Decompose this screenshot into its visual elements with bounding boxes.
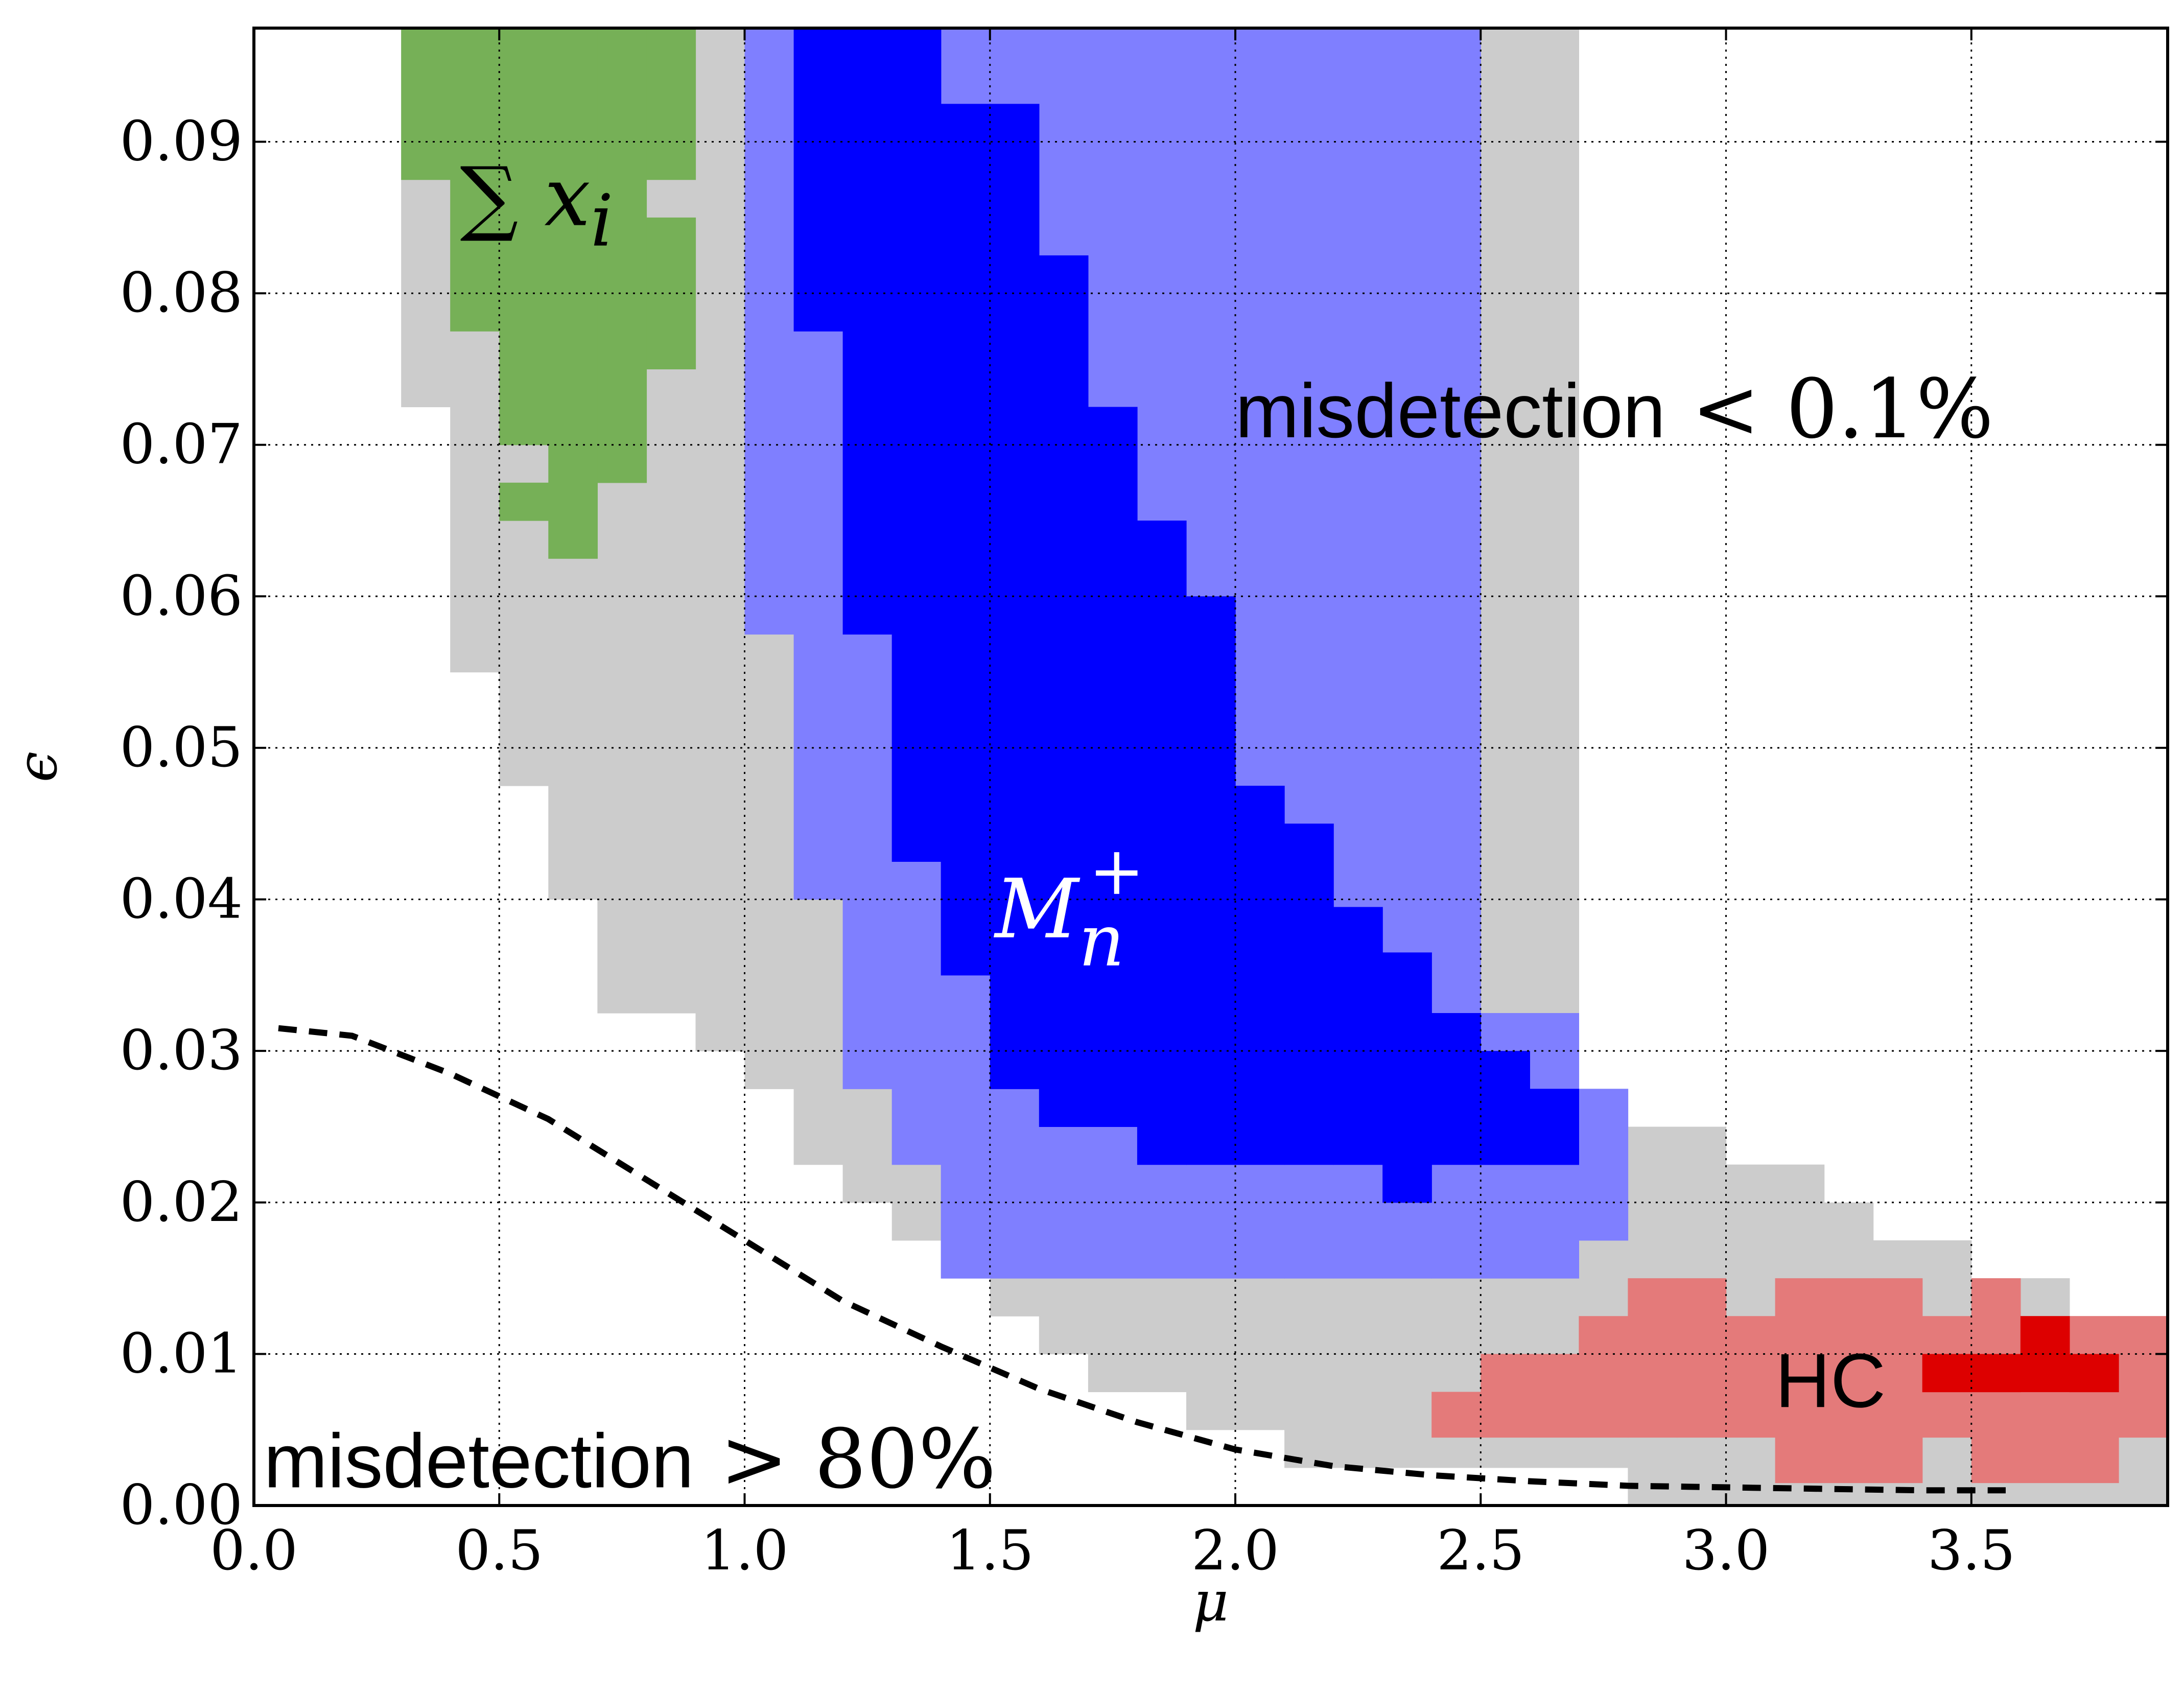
region-cell-green — [401, 28, 451, 180]
x-tick-label: 3.5 — [1928, 1519, 2015, 1583]
region-cell-green — [499, 482, 549, 521]
y-axis-label: ϵ — [6, 751, 69, 783]
region-cell-blue — [1481, 1051, 1530, 1165]
region-cell-blue — [1039, 255, 1089, 1127]
plot-frame — [252, 27, 2169, 1507]
region-cell-green — [646, 217, 696, 369]
region-cell-light-red — [2069, 1316, 2119, 1484]
region-green — [401, 28, 696, 559]
region-cell-red — [1922, 1354, 1972, 1393]
region-cell-light-red — [1873, 1278, 1923, 1484]
region-cell-light-red — [1726, 1316, 1776, 1438]
y-tick-label: 0.05 — [120, 716, 243, 780]
region-cell-light-red — [1824, 1278, 1874, 1484]
region-cell-light-red — [1481, 1354, 1530, 1438]
y-tick-label: 0.03 — [120, 1019, 243, 1083]
y-tick-label: 0.06 — [120, 564, 243, 628]
region-cell-blue — [1530, 1089, 1579, 1127]
region-cell-red — [2069, 1354, 2119, 1393]
misdetection-high-label: misdetection > 80% — [264, 1411, 996, 1507]
detection-regions — [401, 28, 2168, 1506]
region-cell-blue — [793, 28, 843, 332]
region-cell-light-red — [1628, 1278, 1678, 1438]
boundary-curve — [278, 1025, 2006, 1494]
region-cell-light-blue — [1579, 1089, 1629, 1241]
grid-lines — [254, 28, 2168, 1506]
region-cell-gray — [646, 28, 696, 1014]
region-cell-light-red — [1677, 1278, 1727, 1438]
region-cell-blue — [941, 104, 991, 976]
boundary-curve-layer — [278, 1025, 2006, 1494]
region-cell-blue — [842, 28, 893, 635]
y-tick-label: 0.02 — [120, 1170, 243, 1234]
region-cell-blue — [1137, 521, 1187, 1165]
region-cell-blue — [1284, 824, 1334, 1165]
region-cell-light-red — [1775, 1278, 1825, 1484]
region-blue — [793, 28, 1579, 1203]
y-tick-label: 0.00 — [120, 1473, 243, 1537]
x-tick-label: 0.0 — [210, 1519, 298, 1583]
misdetection-low-label: misdetection < 0.1% — [1235, 361, 1993, 457]
region-cell-blue — [1530, 1126, 1579, 1165]
region-cell-light-red — [1579, 1316, 1629, 1438]
x-tick-label: 1.5 — [946, 1519, 1034, 1583]
region-cell-green — [450, 28, 500, 332]
axis-ticks: 0.0 0.5 1.0 1.5 2.0 2.5 3.0 3.5 0.00 0.01 0.02 0.03… — [120, 28, 2168, 1583]
region-cell-blue — [891, 28, 942, 862]
region-cell-blue — [1088, 407, 1138, 1127]
region-cell-light-red — [1431, 1392, 1481, 1438]
y-tick-label: 0.09 — [120, 109, 243, 173]
region-cell-blue — [1333, 907, 1383, 1165]
region-cell-blue — [1382, 952, 1432, 1203]
y-tick-label: 0.04 — [120, 867, 243, 931]
region-cell-blue — [1235, 786, 1285, 1165]
region-cell-blue — [1186, 596, 1236, 1165]
y-tick-label: 0.08 — [120, 261, 243, 325]
region-cell-green — [646, 28, 696, 180]
annotations: ∑ xi Mn+ HC misdetection < 0.1% misdetection… — [264, 149, 1993, 1507]
region-cell-light-red — [2118, 1316, 2168, 1438]
region-cell-green — [597, 28, 647, 483]
x-tick-label: 3.0 — [1682, 1519, 1770, 1583]
region-cell-red — [1971, 1354, 2021, 1393]
x-tick-label: 2.5 — [1437, 1519, 1524, 1583]
region-cell-gray — [695, 28, 745, 1051]
x-tick-label: 0.5 — [455, 1519, 543, 1583]
x-axis-label: μ — [1193, 1570, 1229, 1634]
region-cell-light-red — [1530, 1354, 1579, 1438]
x-tick-label: 1.0 — [701, 1519, 789, 1583]
region-cell-light-blue — [744, 28, 794, 635]
region-cell-green — [548, 28, 598, 559]
hc-label: HC — [1775, 1337, 1886, 1423]
sum-xi-label: ∑ xi — [460, 149, 613, 263]
region-cell-green — [499, 28, 549, 445]
x-tick-label: 2.0 — [1191, 1519, 1279, 1583]
region-cell-blue — [1431, 1013, 1481, 1165]
y-tick-label: 0.07 — [120, 413, 243, 477]
mn-plus-label: Mn+ — [993, 832, 1144, 983]
region-light-red — [1431, 1278, 2168, 1484]
y-tick-label: 0.01 — [120, 1322, 243, 1385]
